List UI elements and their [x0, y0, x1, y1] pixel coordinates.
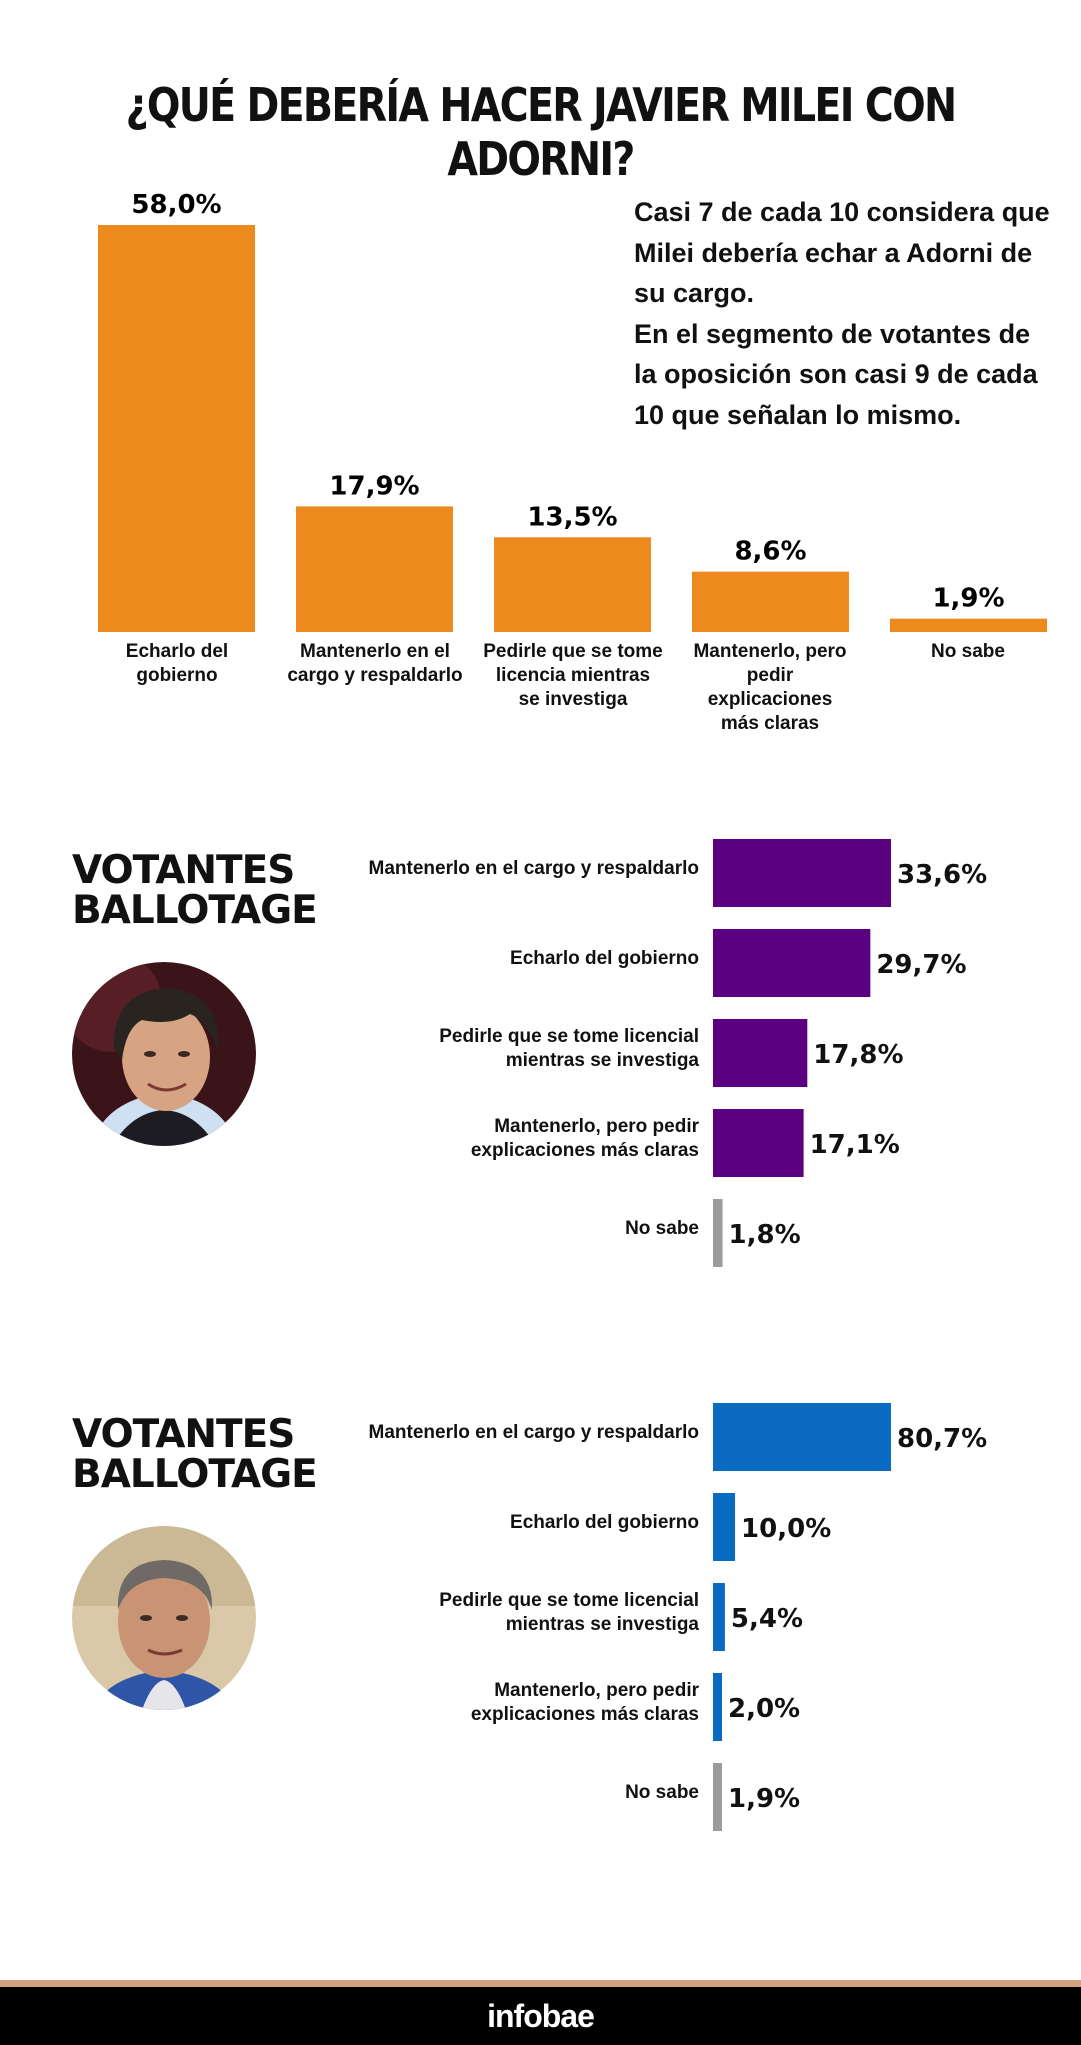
label-line: Echarlo del gobierno — [510, 1512, 699, 1533]
data-label: 33,6% — [897, 860, 987, 890]
label-line: se investiga — [518, 689, 628, 710]
label-line: pedir — [746, 665, 794, 686]
label-line: Pedirle que se tome — [483, 641, 663, 662]
category-label: Mantenerlo en el cargo y respaldarlo — [339, 857, 700, 881]
data-label: 80,7% — [897, 1424, 987, 1454]
category-label: Mantenerlo, pero pedir explicaciones más cl… — [679, 640, 861, 736]
data-label: 17,1% — [810, 1130, 900, 1160]
bar — [713, 1109, 804, 1177]
bar — [713, 1763, 722, 1831]
footer-rule — [0, 1980, 1081, 1987]
label-line: gobierno — [136, 665, 218, 686]
note-line: la oposición son casi 9 de cada — [634, 359, 1038, 389]
note-line: su cargo. — [634, 278, 755, 308]
category-label: Mantenerlo en el cargo y respaldarlo — [284, 640, 466, 688]
label-line: explicaciones más claras — [470, 1140, 699, 1161]
data-label: 1,8% — [729, 1220, 801, 1250]
bar — [713, 1019, 808, 1087]
data-label: 8,6% — [734, 537, 806, 567]
label-line: Mantenerlo, pero pedir — [494, 1116, 699, 1137]
summary-note: Casi 7 de cada 10 considera que Milei de… — [634, 192, 1050, 435]
category-label: Echarlo del gobierno — [339, 1511, 699, 1535]
data-label: 1,9% — [728, 1784, 800, 1814]
group-title-line: VOTANTES — [72, 848, 295, 893]
bar — [713, 929, 871, 997]
data-label: 29,7% — [876, 950, 966, 980]
data-label: 17,9% — [329, 471, 419, 501]
label-line: licencia mientras — [495, 665, 651, 686]
label-line: explicaciones más claras — [470, 1704, 699, 1725]
category-label: No sabe — [339, 1217, 699, 1241]
avatar — [72, 1526, 256, 1710]
group-title-line: VOTANTES — [72, 1412, 295, 1457]
data-label: 58,0% — [131, 190, 221, 220]
category-label: No sabe — [339, 1781, 699, 1805]
bar — [713, 839, 891, 907]
note-line: 10 que señalan lo mismo. — [634, 399, 962, 430]
category-label: Echarlo del gobierno — [339, 947, 699, 971]
footer: infobae — [0, 1987, 1081, 2045]
category-label: Pedirle que se tome licencia mientras se i… — [482, 640, 664, 712]
label-line: mientras se investiga — [505, 1614, 699, 1635]
label-line: Pedirle que se tome licencial — [439, 1590, 699, 1611]
data-label: 1,9% — [932, 584, 1004, 614]
label-line: No sabe — [625, 1218, 699, 1239]
category-label: Mantenerlo, pero pedir explicaciones más… — [339, 1115, 699, 1163]
note-line: Casi 7 de cada 10 considera que — [634, 197, 1050, 227]
person-photo-massa-icon — [72, 1526, 256, 1710]
person-photo-milei-icon — [72, 962, 256, 1146]
bar — [98, 225, 255, 632]
label-line: cargo y respaldarlo — [287, 665, 463, 686]
category-label: Pedirle que se tome licencial mientras se… — [339, 1025, 699, 1073]
data-label: 10,0% — [741, 1514, 831, 1544]
category-label: Mantenerlo en el cargo y respaldarlo — [339, 1421, 700, 1445]
bar — [713, 1403, 891, 1471]
bar — [713, 1583, 725, 1651]
bar — [890, 618, 1047, 632]
bar — [713, 1199, 723, 1267]
category-label: Echarlo del gobierno — [86, 640, 268, 688]
group-title: VOTANTES BALLOTAGE — [72, 848, 318, 933]
label-line: Mantenerlo, pero — [693, 641, 847, 662]
note-line: Milei debería echar a Adorni de — [634, 237, 1033, 268]
label-line: No sabe — [625, 1782, 699, 1803]
group-title-line: BALLOTAGE — [72, 888, 318, 933]
chart-title: ¿QUÉ DEBERÍA HACER JAVIER MILEI CON ADOR… — [125, 78, 957, 186]
brand-logo[interactable]: infobae — [487, 1997, 595, 2034]
label-line: Echarlo del — [125, 641, 229, 662]
group-title: VOTANTES BALLOTAGE — [72, 1412, 318, 1497]
label-line: más claras — [720, 713, 820, 734]
label-line: Mantenerlo en el — [300, 641, 450, 662]
label-line: explicaciones — [707, 689, 833, 710]
category-label: Mantenerlo, pero pedir explicaciones más … — [339, 1679, 699, 1727]
category-label: Pedirle que se tome licencial mientras se… — [339, 1589, 699, 1637]
data-label: 2,0% — [728, 1694, 800, 1724]
note-line: En el segmento de votantes de — [634, 318, 1031, 349]
bar — [713, 1493, 736, 1561]
bar — [713, 1673, 722, 1741]
data-label: 13,5% — [527, 502, 617, 532]
label-line: Mantenerlo en el cargo y respaldarlo — [368, 858, 700, 879]
label-line: Echarlo del gobierno — [510, 948, 699, 969]
group-title-line: BALLOTAGE — [72, 1452, 318, 1497]
bar — [692, 571, 849, 632]
label-line: mientras se investiga — [505, 1050, 699, 1071]
data-label: 5,4% — [731, 1604, 803, 1634]
avatar — [72, 962, 256, 1146]
bar — [494, 537, 651, 632]
category-label: No sabe — [877, 640, 1059, 664]
bar — [296, 506, 453, 632]
data-label: 17,8% — [813, 1040, 903, 1070]
label-line: No sabe — [931, 641, 1005, 662]
label-line: Pedirle que se tome licencial — [439, 1026, 699, 1047]
label-line: Mantenerlo en el cargo y respaldarlo — [368, 1422, 700, 1443]
label-line: Mantenerlo, pero pedir — [494, 1680, 699, 1701]
